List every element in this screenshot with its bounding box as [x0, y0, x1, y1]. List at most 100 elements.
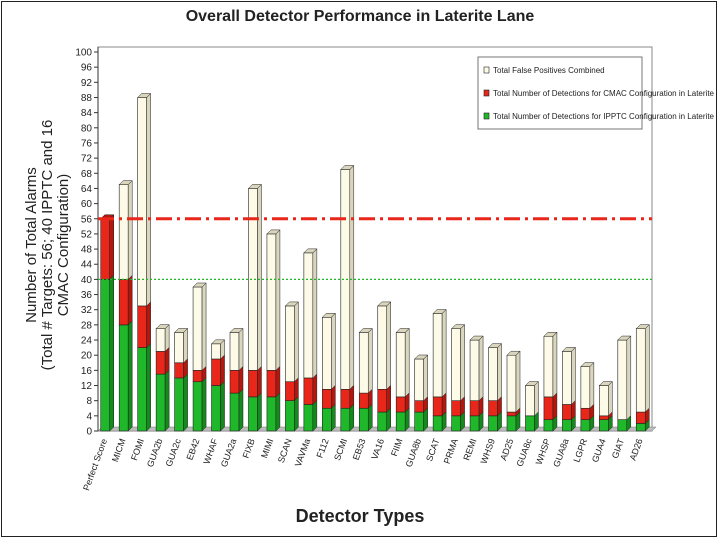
bar-segment — [137, 305, 147, 348]
category-label: EB42 — [185, 437, 202, 461]
bar-segment — [192, 286, 203, 371]
bar-top-face — [524, 381, 540, 386]
x-axis-title: Detector Types — [295, 506, 425, 526]
bar-top-face — [395, 328, 410, 333]
bar-segment — [432, 396, 443, 417]
bar-segment — [506, 415, 517, 432]
bar-segment — [451, 400, 461, 417]
bar-segment — [211, 385, 221, 432]
bar-segment — [358, 407, 369, 432]
category-label: F112 — [315, 437, 331, 459]
y-tick-label: 32 — [81, 305, 93, 316]
bar-top-face — [192, 282, 207, 288]
category-label: SCAT — [424, 437, 442, 463]
bar-segment-side — [201, 377, 207, 432]
bar-segment-side — [349, 403, 355, 432]
chart-title: Overall Detector Performance in Laterite… — [185, 8, 535, 25]
bar-segment-side — [164, 369, 170, 432]
bar-segment — [322, 389, 332, 409]
bar-segment — [358, 392, 369, 409]
y-tick-label: 100 — [75, 48, 92, 59]
bar-segment — [451, 328, 461, 401]
bar-segment — [229, 392, 240, 432]
legend-swatch — [483, 89, 490, 97]
bar-segment — [174, 377, 184, 432]
bar-segment-side — [294, 396, 299, 432]
bar-segment-side — [220, 354, 225, 387]
bar-segment-side — [497, 343, 502, 402]
legend-swatch — [483, 66, 490, 74]
bar-segment — [580, 407, 591, 420]
bar-segment-side — [275, 392, 281, 432]
bar-segment — [543, 419, 554, 432]
bar-top-face — [561, 347, 577, 352]
bar-segment — [488, 415, 498, 432]
bar-segment — [266, 396, 277, 432]
bar-segment-side — [183, 327, 188, 364]
bar-segment — [377, 305, 388, 390]
bar-segment — [118, 279, 129, 326]
bar-segment — [303, 377, 314, 405]
bar-segment-side — [146, 92, 151, 307]
bar-segment — [599, 415, 609, 420]
category-label: PRMA — [442, 437, 460, 465]
bar-segment-side — [312, 373, 318, 406]
bar-segment-side — [109, 274, 114, 432]
bar-segment — [414, 400, 424, 413]
bar-top-face — [229, 328, 244, 333]
bar-segment — [155, 328, 166, 352]
bar-top-face — [118, 180, 133, 185]
bar-segment-side — [460, 324, 465, 402]
y-tick-label: 36 — [81, 290, 93, 301]
bar-segment — [599, 419, 609, 432]
bar-segment-side — [312, 399, 318, 432]
bar-segment — [543, 335, 554, 398]
legend-label: Total Number of Detections for CMAC Conf… — [493, 89, 715, 98]
bar-segment — [635, 328, 646, 413]
bar-segment-side — [478, 335, 484, 402]
bar-segment-side — [312, 248, 318, 379]
bar-segment — [285, 400, 295, 432]
bar-segment — [100, 279, 111, 432]
bar-top-face — [303, 248, 318, 254]
bar-top-face — [247, 184, 263, 189]
bar-segment-side — [404, 327, 410, 398]
bar-segment — [192, 370, 203, 383]
y-tick-label: 8 — [86, 396, 92, 407]
bar-segment-side — [146, 343, 151, 432]
bar-segment — [580, 419, 591, 432]
bar-segment — [395, 396, 406, 413]
category-label: WHS9 — [479, 437, 497, 465]
bar-segment — [322, 316, 332, 390]
bar-segment-side — [441, 308, 447, 398]
bar-segment-side — [608, 380, 613, 417]
bar-segment — [395, 411, 406, 432]
bar-segment-side — [201, 282, 207, 371]
y-tick-label: 64 — [81, 184, 93, 195]
category-label: MICM — [110, 437, 128, 463]
bar-segment — [100, 218, 111, 280]
bar-segment — [266, 370, 277, 398]
y-tick-label: 20 — [81, 351, 93, 362]
category-label: GUA4 — [590, 437, 608, 463]
category-label: SCMI — [332, 437, 349, 462]
y-tick-label: 40 — [81, 275, 93, 286]
bar-segment-side — [386, 384, 391, 413]
legend-swatch — [483, 112, 490, 120]
y-tick-label: 48 — [81, 245, 93, 256]
bar-segment-side — [238, 365, 244, 394]
bar-segment-side — [238, 388, 244, 432]
y-tick-label: 44 — [81, 260, 93, 271]
category-label: FIIM — [389, 437, 405, 457]
bar-top-face — [469, 335, 484, 341]
bar-segment-side — [127, 320, 133, 432]
bar-top-face — [210, 339, 226, 345]
y-tick-label: 56 — [81, 214, 93, 225]
bar-segment — [229, 332, 240, 371]
bar-segment-side — [164, 324, 170, 353]
bar-segment-side — [552, 392, 558, 421]
y-tick-label: 60 — [81, 199, 93, 210]
bar-segment — [580, 366, 591, 409]
bar-segment — [211, 358, 221, 386]
